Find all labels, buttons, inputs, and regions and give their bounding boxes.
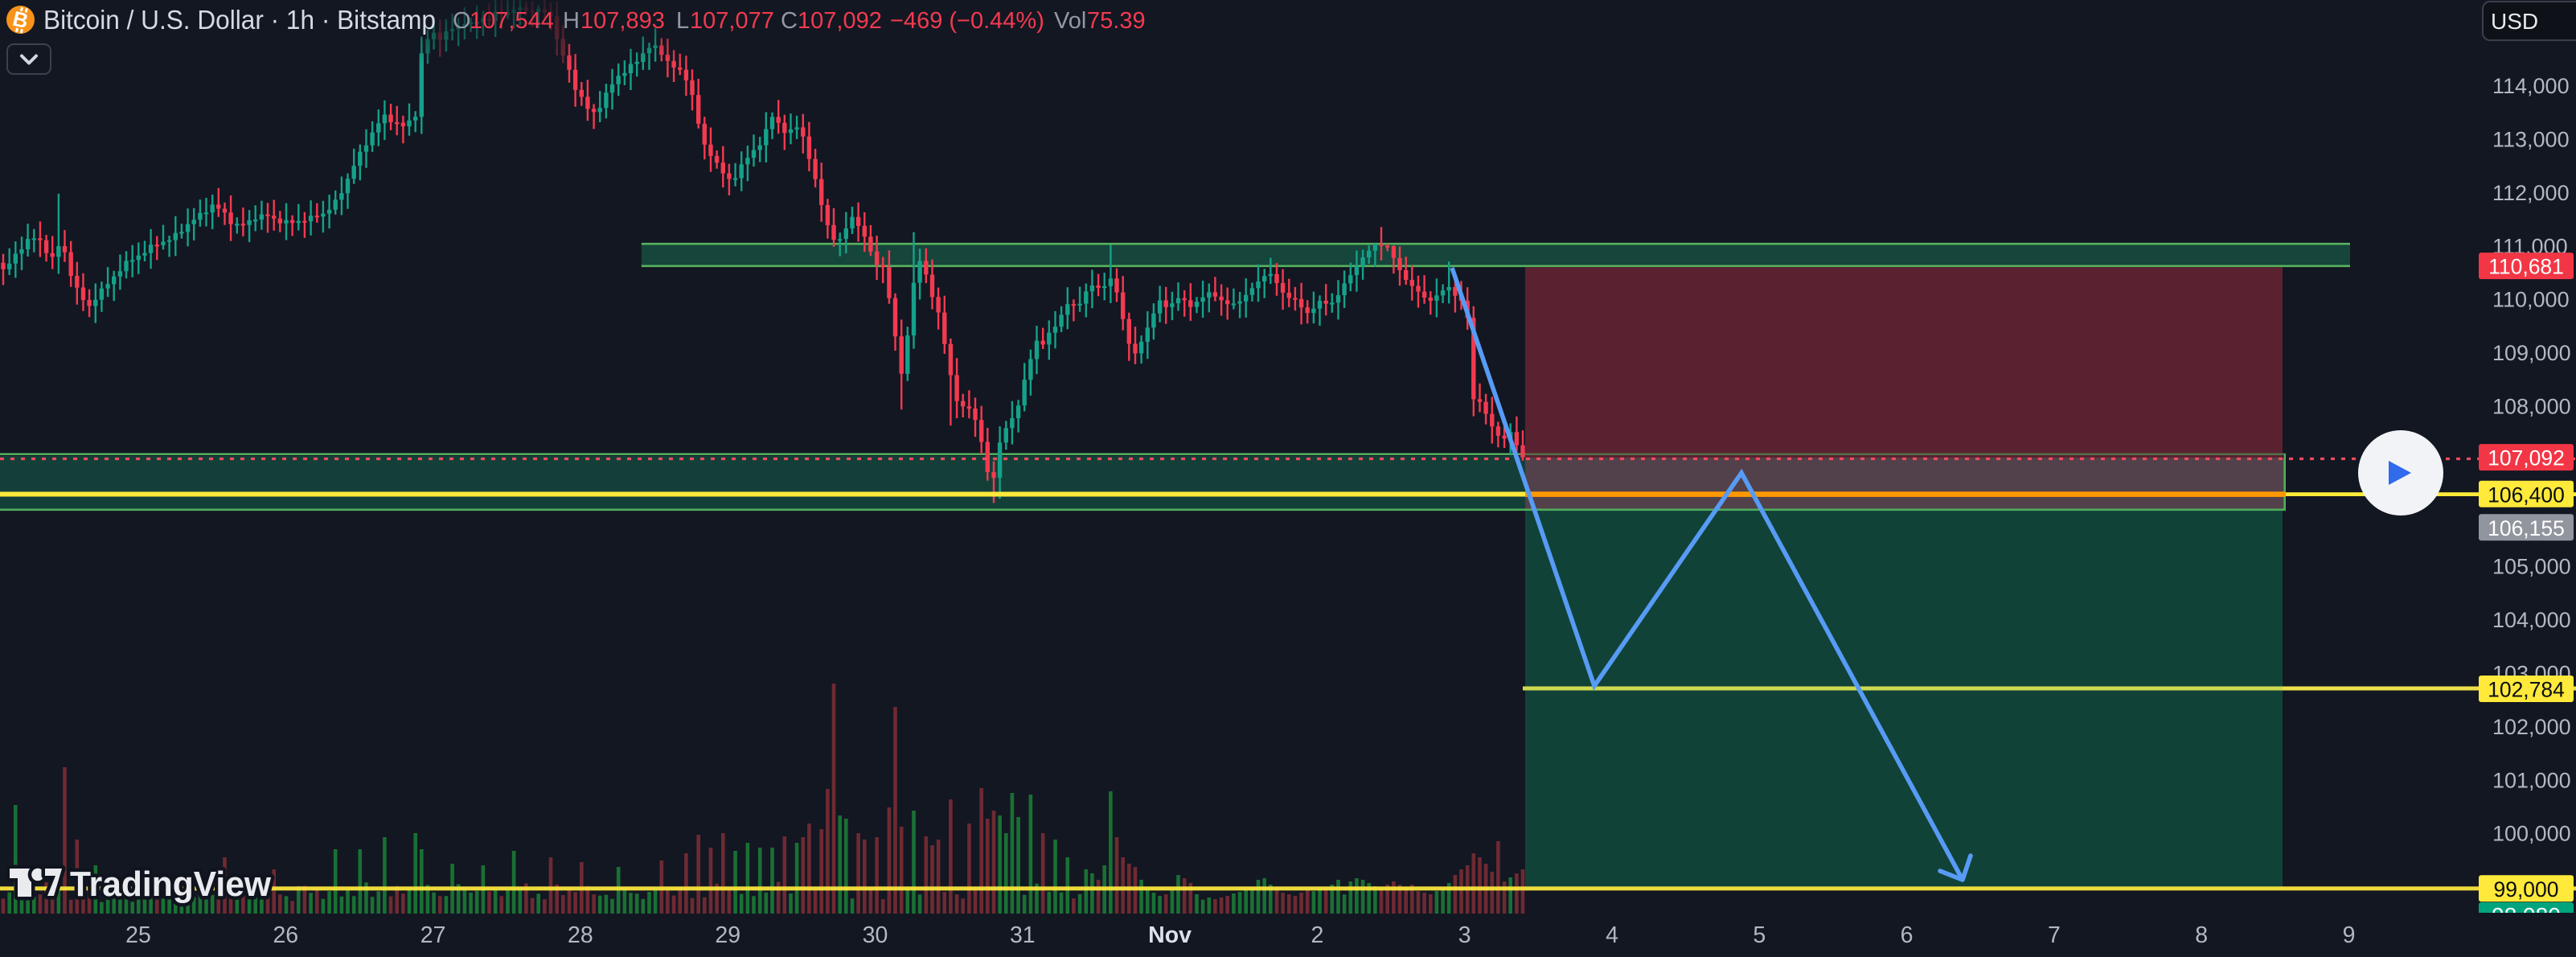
svg-text:Nov: Nov xyxy=(1148,922,1192,948)
svg-text:7: 7 xyxy=(2048,922,2061,948)
svg-text:26: 26 xyxy=(273,922,298,948)
svg-text:106,155: 106,155 xyxy=(2488,516,2565,540)
svg-text:106,400: 106,400 xyxy=(2488,483,2565,507)
svg-text:TradingView: TradingView xyxy=(70,865,272,904)
svg-text:114,000: 114,000 xyxy=(2492,74,2570,98)
svg-text:27: 27 xyxy=(420,922,446,948)
svg-text:105,000: 105,000 xyxy=(2492,555,2571,579)
svg-text:5: 5 xyxy=(1753,922,1766,948)
svg-text:9: 9 xyxy=(2343,922,2356,948)
svg-text:3: 3 xyxy=(1458,922,1471,948)
svg-text:28: 28 xyxy=(568,922,593,948)
svg-text:113,000: 113,000 xyxy=(2492,128,2570,152)
svg-text:USD: USD xyxy=(2491,9,2538,34)
svg-text:29: 29 xyxy=(715,922,740,948)
svg-text:99,000: 99,000 xyxy=(2493,877,2558,902)
svg-text:104,000: 104,000 xyxy=(2492,608,2571,632)
svg-text:8: 8 xyxy=(2195,922,2208,948)
svg-text:Bitcoin / U.S. Dollar · 1h · B: Bitcoin / U.S. Dollar · 1h · Bitstamp xyxy=(43,5,436,35)
svg-text:110,681: 110,681 xyxy=(2488,255,2564,279)
svg-text:30: 30 xyxy=(863,922,888,948)
svg-text:25: 25 xyxy=(125,922,151,948)
svg-text:109,000: 109,000 xyxy=(2492,341,2571,365)
svg-text:101,000: 101,000 xyxy=(2492,768,2571,792)
svg-text:100,000: 100,000 xyxy=(2492,822,2571,846)
svg-text:108,000: 108,000 xyxy=(2492,395,2571,419)
svg-text:4: 4 xyxy=(1606,922,1618,948)
svg-text:112,000: 112,000 xyxy=(2492,181,2570,205)
svg-text:2: 2 xyxy=(1311,922,1323,948)
svg-text:102,000: 102,000 xyxy=(2492,715,2571,739)
svg-text:31: 31 xyxy=(1010,922,1036,948)
svg-text:102,784: 102,784 xyxy=(2488,678,2565,702)
svg-text:6: 6 xyxy=(1901,922,1914,948)
svg-text:107,092: 107,092 xyxy=(2488,446,2565,470)
svg-text:98,980: 98,980 xyxy=(2492,903,2561,928)
svg-text:110,000: 110,000 xyxy=(2492,288,2570,312)
